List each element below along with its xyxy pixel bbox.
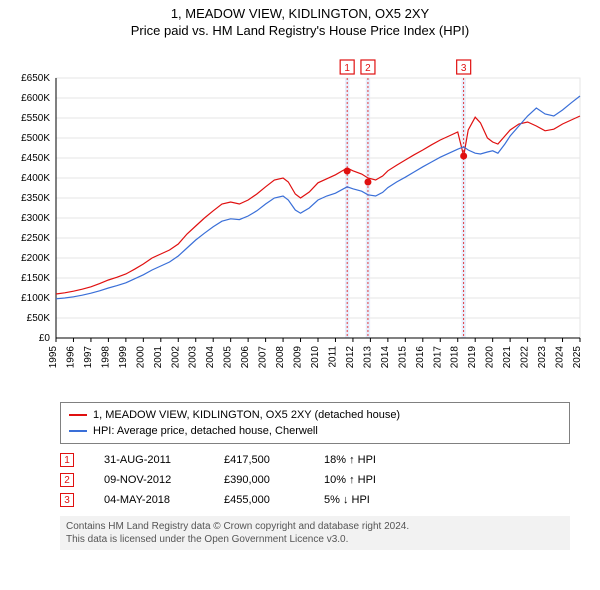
svg-text:£200K: £200K [21, 253, 50, 264]
svg-text:2016: 2016 [415, 346, 426, 369]
footer-line-1: Contains HM Land Registry data © Crown c… [66, 520, 564, 533]
legend-swatch-hpi [69, 430, 87, 432]
svg-text:2009: 2009 [293, 346, 304, 369]
sale-badge-2: 2 [60, 473, 74, 487]
svg-text:2014: 2014 [380, 346, 391, 369]
svg-text:2006: 2006 [240, 346, 251, 369]
svg-text:2005: 2005 [223, 346, 234, 369]
svg-text:£350K: £350K [21, 193, 50, 204]
titles: 1, MEADOW VIEW, KIDLINGTON, OX5 2XY Pric… [0, 0, 600, 38]
svg-text:2020: 2020 [485, 346, 496, 369]
svg-text:2013: 2013 [362, 346, 373, 369]
svg-text:1996: 1996 [65, 346, 76, 369]
sale-diff-1: 18% ↑ HPI [324, 454, 414, 466]
sale-date-3: 04-MAY-2018 [104, 494, 194, 506]
svg-text:2025: 2025 [572, 346, 583, 369]
svg-text:2017: 2017 [432, 346, 443, 369]
svg-text:3: 3 [461, 63, 467, 74]
sale-diff-3: 5% ↓ HPI [324, 494, 414, 506]
sale-date-2: 09-NOV-2012 [104, 474, 194, 486]
svg-text:1997: 1997 [83, 346, 94, 369]
sale-price-2: £390,000 [224, 474, 294, 486]
svg-text:£400K: £400K [21, 173, 50, 184]
legend: 1, MEADOW VIEW, KIDLINGTON, OX5 2XY (det… [60, 402, 570, 444]
svg-text:2000: 2000 [135, 346, 146, 369]
chart-area: £0 £50K £100K £150K £200K £250K £300K £350K £400… [0, 38, 600, 398]
svg-text:2010: 2010 [310, 346, 321, 369]
svg-text:1995: 1995 [48, 346, 59, 369]
svg-text:£50K: £50K [27, 313, 51, 324]
svg-text:2015: 2015 [397, 346, 408, 369]
svg-text:£600K: £600K [21, 93, 50, 104]
svg-text:2004: 2004 [205, 346, 216, 369]
sale-price-3: £455,000 [224, 494, 294, 506]
svg-text:2022: 2022 [520, 346, 531, 369]
sale-row-1: 1 31-AUG-2011 £417,500 18% ↑ HPI [60, 450, 570, 470]
svg-text:£150K: £150K [21, 273, 50, 284]
svg-text:1: 1 [344, 63, 350, 74]
svg-text:£100K: £100K [21, 293, 50, 304]
svg-text:2012: 2012 [345, 346, 356, 369]
footer-line-2: This data is licensed under the Open Gov… [66, 533, 564, 546]
svg-text:2008: 2008 [275, 346, 286, 369]
svg-text:1998: 1998 [100, 346, 111, 369]
svg-text:£650K: £650K [21, 73, 50, 84]
legend-item-property: 1, MEADOW VIEW, KIDLINGTON, OX5 2XY (det… [69, 407, 561, 423]
svg-text:2024: 2024 [555, 346, 566, 369]
sales-table: 1 31-AUG-2011 £417,500 18% ↑ HPI 2 09-NO… [60, 450, 570, 510]
legend-swatch-property [69, 414, 87, 416]
svg-text:2021: 2021 [502, 346, 513, 369]
svg-text:£0: £0 [39, 333, 51, 344]
svg-text:2: 2 [365, 63, 371, 74]
svg-text:2007: 2007 [258, 346, 269, 369]
svg-text:2018: 2018 [450, 346, 461, 369]
sale-row-3: 3 04-MAY-2018 £455,000 5% ↓ HPI [60, 490, 570, 510]
chart-container: 1, MEADOW VIEW, KIDLINGTON, OX5 2XY Pric… [0, 0, 600, 550]
svg-text:2002: 2002 [170, 346, 181, 369]
svg-text:2011: 2011 [327, 346, 338, 368]
title-address: 1, MEADOW VIEW, KIDLINGTON, OX5 2XY [0, 6, 600, 21]
svg-text:£300K: £300K [21, 213, 50, 224]
sale-price-1: £417,500 [224, 454, 294, 466]
sale-badge-1: 1 [60, 453, 74, 467]
svg-text:2019: 2019 [467, 346, 478, 369]
svg-text:1999: 1999 [118, 346, 129, 369]
svg-text:2003: 2003 [188, 346, 199, 369]
legend-item-hpi: HPI: Average price, detached house, Cher… [69, 423, 561, 439]
footer-attribution: Contains HM Land Registry data © Crown c… [60, 516, 570, 550]
sale-badge-3: 3 [60, 493, 74, 507]
sale-date-1: 31-AUG-2011 [104, 454, 194, 466]
title-subtitle: Price paid vs. HM Land Registry's House … [0, 23, 600, 38]
svg-text:2023: 2023 [537, 346, 548, 369]
sale-diff-2: 10% ↑ HPI [324, 474, 414, 486]
svg-text:£450K: £450K [21, 153, 50, 164]
svg-text:£250K: £250K [21, 233, 50, 244]
svg-text:2001: 2001 [153, 346, 164, 369]
svg-text:£500K: £500K [21, 133, 50, 144]
svg-text:£550K: £550K [21, 113, 50, 124]
legend-label-hpi: HPI: Average price, detached house, Cher… [93, 425, 318, 437]
sale-row-2: 2 09-NOV-2012 £390,000 10% ↑ HPI [60, 470, 570, 490]
line-chart-svg: £0 £50K £100K £150K £200K £250K £300K £350K £400… [0, 38, 600, 398]
legend-label-property: 1, MEADOW VIEW, KIDLINGTON, OX5 2XY (det… [93, 409, 400, 421]
